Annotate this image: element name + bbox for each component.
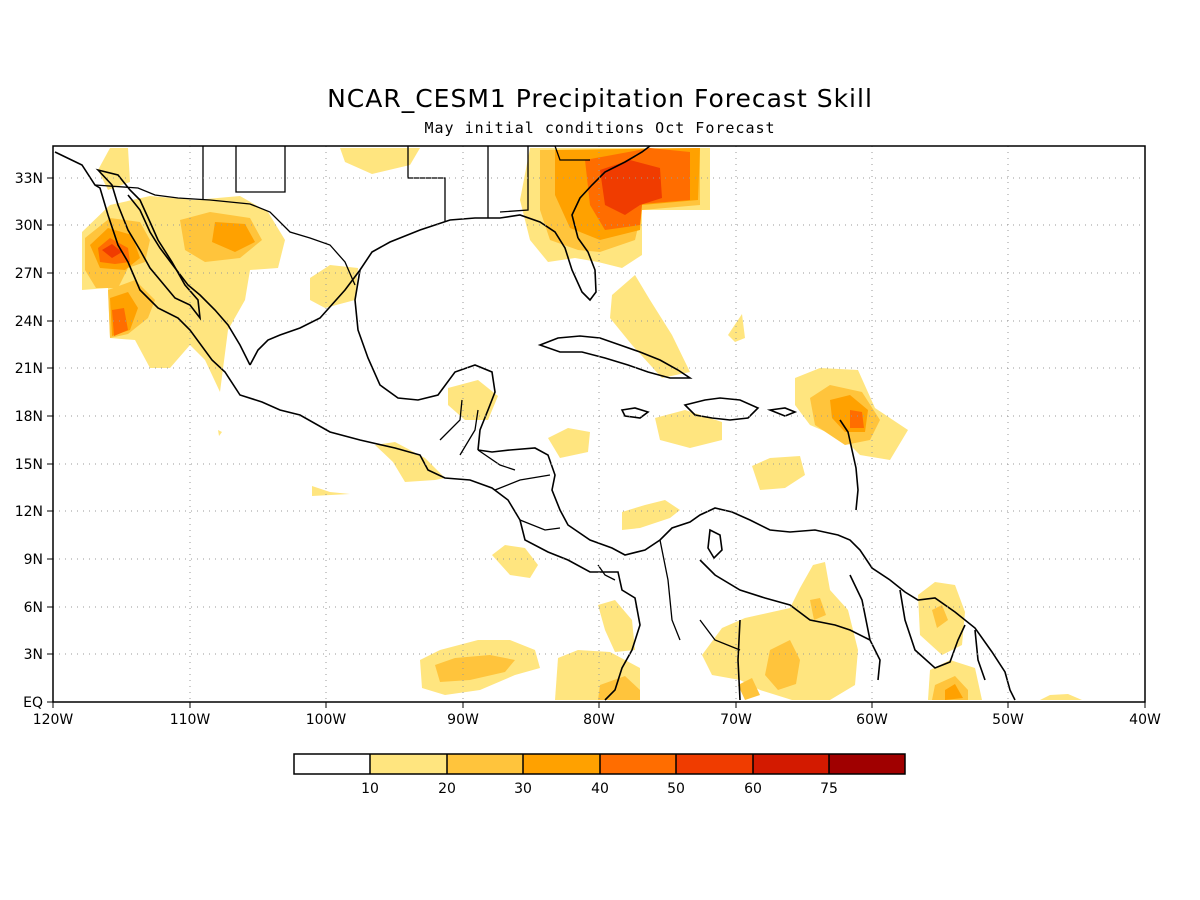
colorbar-swatch: [370, 754, 447, 774]
lat-label: 6N: [24, 600, 43, 616]
colorbar-swatch: [829, 754, 905, 774]
lon-label: 50W: [992, 712, 1024, 728]
colorbar-label: 30: [514, 781, 532, 797]
colorbar-swatch: [294, 754, 370, 774]
hispaniola: [683, 397, 760, 421]
lon-label: 40W: [1129, 712, 1161, 728]
graticule: [53, 146, 1145, 702]
lat-label: 30N: [15, 218, 43, 234]
lon-label: 70W: [720, 712, 752, 728]
pacific-coast-north-america: [54, 151, 641, 701]
lat-label: 33N: [15, 171, 43, 187]
lat-label: EQ: [23, 695, 43, 711]
axis-ticks: [47, 177, 1146, 708]
jamaica: [620, 407, 650, 419]
lon-label: 90W: [447, 712, 479, 728]
cuba: [537, 335, 693, 379]
lon-label: 120W: [33, 712, 74, 728]
colorbar-swatch: [447, 754, 523, 774]
gulf-coast: [249, 214, 597, 366]
puerto-rico: [766, 407, 798, 417]
colorbar-label: 60: [744, 781, 762, 797]
central-america-caribbean-coast: [477, 447, 1016, 701]
colorbar-label: 20: [438, 781, 456, 797]
skill-50-60-regions: [102, 160, 662, 258]
lon-label: 60W: [856, 712, 888, 728]
lat-label: 18N: [15, 409, 43, 425]
gulf-of-california-east: [127, 194, 251, 366]
colorbar-swatch: [753, 754, 829, 774]
baja-peninsula: [95, 168, 202, 321]
colorbar-label: 75: [820, 781, 838, 797]
lat-label: 27N: [15, 266, 43, 282]
lon-labels: 120W 110W 100W 90W 80W 70W 60W 50W 40W: [33, 712, 1161, 728]
precip-skill-shading: [82, 148, 1082, 700]
map-subtitle: May initial conditions Oct Forecast: [424, 119, 776, 137]
lesser-antilles: [839, 419, 859, 511]
lat-label: 24N: [15, 314, 43, 330]
venezuela-guyana-interior: [699, 559, 986, 701]
colorbar-swatch: [676, 754, 753, 774]
lat-label: 3N: [24, 647, 43, 663]
coastlines: [54, 146, 1016, 701]
lon-label: 110W: [170, 712, 211, 728]
lon-label: 100W: [306, 712, 347, 728]
mexico-gulf-coast: [354, 269, 496, 451]
map-title: NCAR_CESM1 Precipitation Forecast Skill: [327, 84, 873, 113]
colorbar-swatch: [523, 754, 600, 774]
lat-label: 15N: [15, 457, 43, 473]
atlantic-coast-us: [571, 146, 651, 239]
lat-label: 21N: [15, 361, 43, 377]
colorbar-label: 10: [361, 781, 379, 797]
lat-label: 9N: [24, 552, 43, 568]
lat-labels: EQ 3N 6N 9N 12N 15N 18N 21N 24N 27N 30N …: [15, 171, 43, 711]
colorbar-label: 40: [591, 781, 609, 797]
colorbar-label: 50: [667, 781, 685, 797]
lon-label: 80W: [583, 712, 615, 728]
us-mexico-border: [94, 184, 356, 286]
lat-label: 12N: [15, 504, 43, 520]
central-america-borders: [439, 399, 741, 651]
lake-maracaibo: [707, 528, 723, 560]
political-borders: [94, 146, 741, 651]
colorbar: 10 20 30 40 50 60 75: [293, 753, 906, 797]
colorbar-swatch: [600, 754, 676, 774]
us-state-lines: [202, 146, 590, 222]
